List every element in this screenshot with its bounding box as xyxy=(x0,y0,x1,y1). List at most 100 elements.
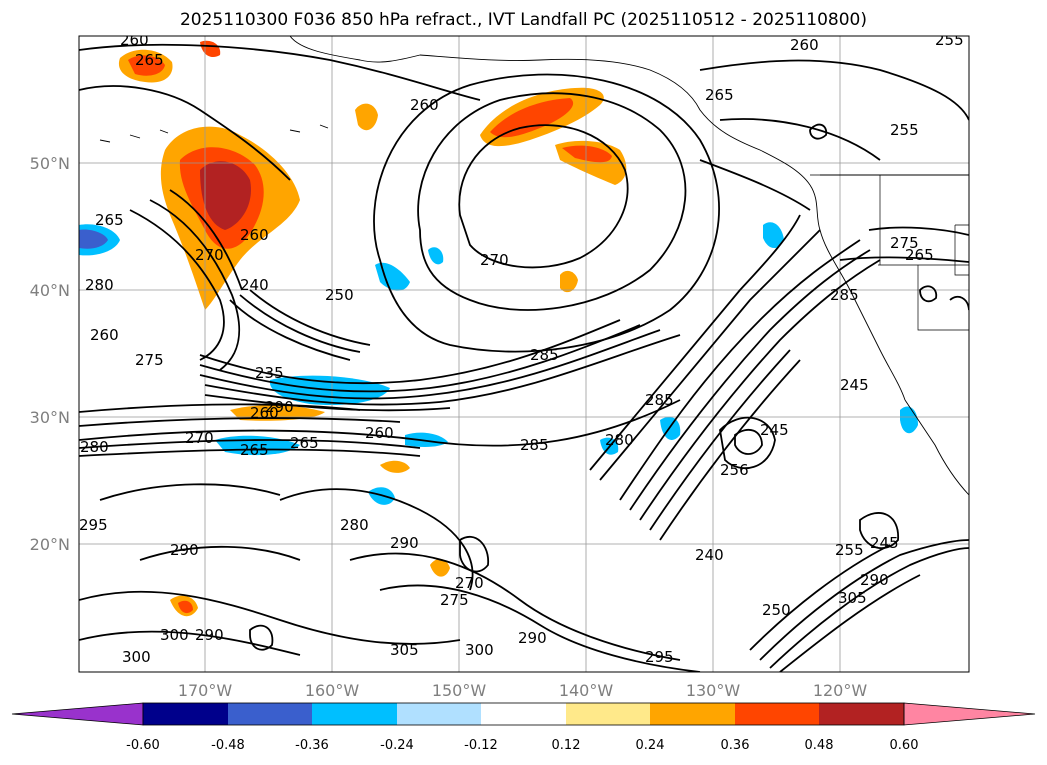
contour-label: 290 xyxy=(265,398,294,416)
contour-label: 300 xyxy=(160,626,189,644)
lat-label: 30°N xyxy=(30,408,70,427)
contour-label: 240 xyxy=(240,276,269,294)
contour-label: 260 xyxy=(410,96,439,114)
contour-label: 265 xyxy=(290,434,319,452)
colorbar-tick-label: -0.48 xyxy=(211,738,245,753)
colorbar-tick-label: -0.12 xyxy=(464,738,498,753)
positive-anomaly xyxy=(128,55,165,76)
colorbar: -0.60 -0.48 -0.36 -0.24 -0.12 0.12 0.24 … xyxy=(11,702,1036,753)
lon-label: 120°W xyxy=(813,681,868,700)
contour-label: 250 xyxy=(325,286,354,304)
colorbar-ticks: -0.60 -0.48 -0.36 -0.24 -0.12 0.12 0.24 … xyxy=(126,738,918,753)
colorbar-segment xyxy=(735,703,819,725)
colorbar-tick-label: -0.24 xyxy=(380,738,414,753)
longitude-axis: 170°W 160°W 150°W 140°W 130°W 120°W xyxy=(178,681,868,700)
contour-label: 270 xyxy=(455,574,484,592)
contour-label: 290 xyxy=(195,626,224,644)
contour-label: 305 xyxy=(838,589,867,607)
negative-anomaly xyxy=(405,432,448,447)
contour-label: 290 xyxy=(860,571,889,589)
colorbar-segment xyxy=(566,703,650,725)
lat-label: 40°N xyxy=(30,281,70,300)
colorbar-segment xyxy=(481,703,566,725)
plot-frame xyxy=(78,35,970,673)
contour-label: 295 xyxy=(645,648,674,666)
lon-label: 160°W xyxy=(305,681,360,700)
positive-anomaly xyxy=(200,161,251,230)
contour-label: 260 xyxy=(90,326,119,344)
contour-label: 270 xyxy=(480,251,509,269)
map-title: 2025110300 F036 850 hPa refract., IVT La… xyxy=(179,10,867,30)
colorbar-extend-high xyxy=(903,702,1036,726)
colorbar-extend-low xyxy=(11,702,144,726)
contour-label: 295 xyxy=(79,516,108,534)
contour-label: 285 xyxy=(645,391,674,409)
contour-label: 240 xyxy=(695,546,724,564)
lat-label: 20°N xyxy=(30,535,70,554)
contour-label: 290 xyxy=(518,629,547,647)
positive-anomaly xyxy=(430,558,450,577)
colorbar-tick-label: 0.60 xyxy=(890,738,919,753)
colorbar-segment xyxy=(650,703,735,725)
positive-anomaly xyxy=(562,145,612,163)
contour-label: 260 xyxy=(250,404,279,422)
contour-label: 305 xyxy=(390,641,419,659)
negative-anomaly xyxy=(428,247,444,265)
contour-label: 270 xyxy=(185,429,214,447)
contour-label: 265 xyxy=(240,441,269,459)
contour-label: 255 xyxy=(835,541,864,559)
contour-label: 280 xyxy=(605,431,634,449)
contour-label: 245 xyxy=(840,376,869,394)
lon-label: 170°W xyxy=(178,681,233,700)
contour-label: 290 xyxy=(390,534,419,552)
latitude-axis: 50°N 40°N 30°N 20°N xyxy=(30,154,70,554)
graticule xyxy=(79,36,969,672)
lon-label: 140°W xyxy=(559,681,614,700)
contour-label: 265 xyxy=(95,211,124,229)
contour-label-layer: 260 265 255 260 260 265 255 265 275 265 … xyxy=(79,31,964,666)
contour-label: 285 xyxy=(520,436,549,454)
contour-label: 250 xyxy=(762,601,791,619)
contour-label: 256 xyxy=(720,461,749,479)
contour-label: 285 xyxy=(530,346,559,364)
contour-label: 300 xyxy=(122,648,151,666)
contour-label: 275 xyxy=(440,591,469,609)
colorbar-tick-label: 0.36 xyxy=(721,738,750,753)
contour-label: 260 xyxy=(365,424,394,442)
contour-label: 260 xyxy=(120,31,149,49)
positive-anomaly xyxy=(355,103,378,131)
colorbar-segment xyxy=(819,703,904,725)
colorbar-tick-label: -0.60 xyxy=(126,738,160,753)
contour-label: 260 xyxy=(240,226,269,244)
colorbar-tick-label: -0.36 xyxy=(295,738,329,753)
lat-label: 50°N xyxy=(30,154,70,173)
contour-label: 260 xyxy=(790,36,819,54)
positive-anomaly xyxy=(178,600,193,614)
contour-label: 285 xyxy=(830,286,859,304)
contour-label: 280 xyxy=(85,276,114,294)
contour-label: 265 xyxy=(905,246,934,264)
coastlines xyxy=(99,36,969,496)
contour-label: 290 xyxy=(170,541,199,559)
refractivity-contours xyxy=(79,43,969,672)
contour-label: 265 xyxy=(705,86,734,104)
negative-anomaly xyxy=(763,222,784,249)
positive-anomaly xyxy=(560,270,578,293)
colorbar-segment xyxy=(312,703,397,725)
lon-label: 150°W xyxy=(432,681,487,700)
colorbar-tick-label: 0.48 xyxy=(805,738,834,753)
contour-label: 280 xyxy=(340,516,369,534)
contour-label: 255 xyxy=(890,121,919,139)
negative-anomaly xyxy=(79,229,108,249)
colorbar-tick-label: 0.12 xyxy=(552,738,581,753)
contour-label: 255 xyxy=(935,31,964,49)
contour-label: 275 xyxy=(890,234,919,252)
contour-label: 275 xyxy=(135,351,164,369)
contour-label: 235 xyxy=(255,364,284,382)
positive-anomaly xyxy=(380,460,410,473)
negative-anomaly xyxy=(375,262,410,291)
colorbar-tick-label: 0.24 xyxy=(636,738,665,753)
contour-label: 265 xyxy=(135,51,164,69)
lon-label: 130°W xyxy=(686,681,741,700)
